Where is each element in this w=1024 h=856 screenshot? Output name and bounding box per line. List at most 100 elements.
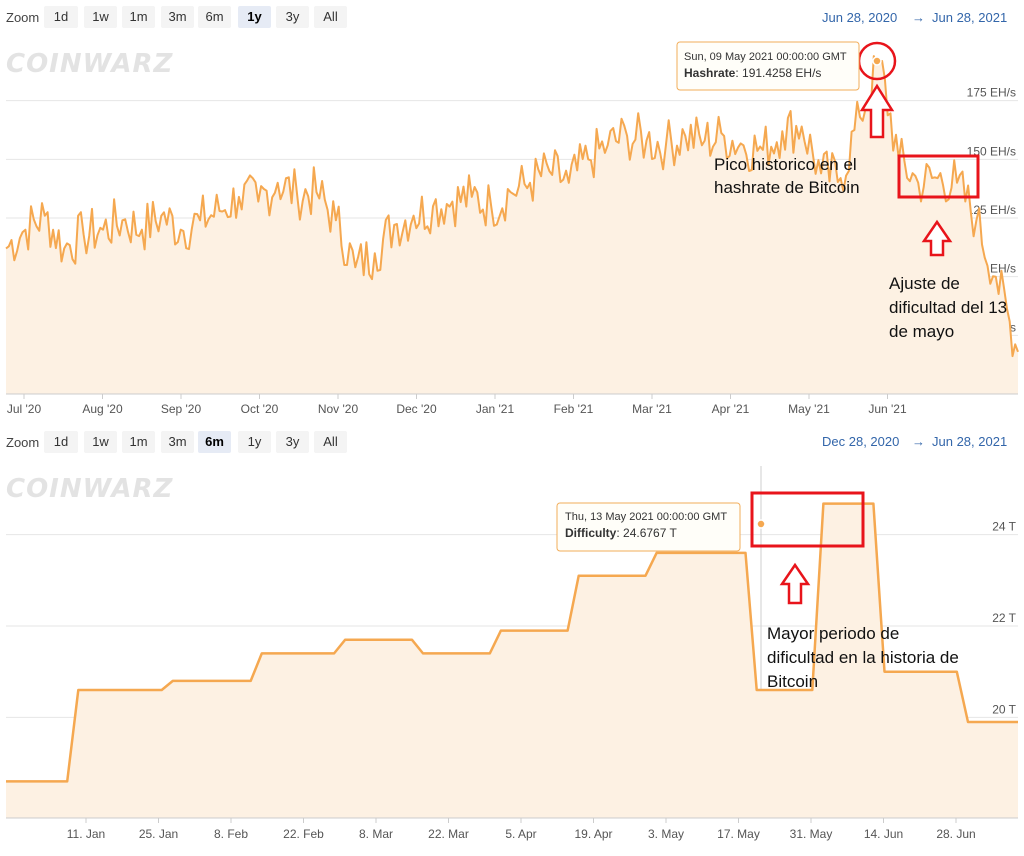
zoom-button-1w[interactable]: 1w [84,431,117,453]
hashrate-chart-panel: Zoom 1d 1w 1m 3m 6m 1y 3y All Jun 28, 2020 → Ju… [5,6,1019,416]
zoom-button-1d[interactable]: 1d [44,431,78,453]
zoom-button-bg[interactable] [44,431,78,453]
up-arrow-peak [859,83,895,139]
annotation-peak-line-2: hashrate de Bitcoin [714,178,860,197]
zoom-button-bg[interactable] [314,431,347,453]
zoom-button-label[interactable]: 1w [92,9,109,24]
zoom-button-6m[interactable]: 6m [198,431,231,453]
x-tick-label: Nov '20 [318,402,359,416]
x-tick-label: Oct '20 [241,402,279,416]
x-tick-label: 8. Feb [214,827,248,841]
hashrate-x-axis: Jul '20 Aug '20 Sep '20 Oct '20 Nov '20 Dec '… [7,394,907,416]
x-tick-label: Dec '20 [396,402,437,416]
zoom-button-bg[interactable] [238,431,271,453]
annotation-difficulty: Mayor periodo de dificultad en la histor… [767,624,959,691]
zoom-button-label[interactable]: 1w [92,434,109,449]
zoom-button-bg[interactable] [161,431,194,453]
hashrate-tooltip: Sun, 09 May 2021 00:00:00 GMT Hashrate: … [676,41,860,91]
y-tick-label: 20 T [992,702,1016,716]
x-tick-label: Jan '21 [476,402,515,416]
zoom-button-All[interactable]: All [314,431,347,453]
range-start[interactable]: Dec 28, 2020 [822,434,899,449]
range-start[interactable]: Jun 28, 2020 [822,10,897,25]
range-end[interactable]: Jun 28, 2021 [932,10,1007,25]
range-arrow: → [912,10,925,25]
zoom-button-1y[interactable]: 1y [238,431,271,453]
zoom-button-1d[interactable]: 1d [44,6,78,28]
zoom-button-3m[interactable]: 3m [161,6,194,28]
x-tick-label: Jun '21 [868,402,907,416]
zoom-button-label[interactable]: 1m [129,434,147,449]
zoom-button-label[interactable]: 6m [205,9,223,24]
tooltip-box [556,502,741,552]
zoom-button-label[interactable]: 3y [286,434,300,449]
zoom-button-bg[interactable] [276,6,309,28]
date-range-1[interactable]: Jun 28, 2020 → Jun 28, 2021 [822,10,1007,25]
annotation-diff-line-2: dificultad en la historia de [767,648,959,667]
zoom-button-bg[interactable] [122,6,155,28]
zoom-button-bg[interactable] [84,431,117,453]
range-end[interactable]: Jun 28, 2021 [932,434,1007,449]
zoom-button-bg[interactable] [198,431,231,453]
annotation-adjust-line-3: de mayo [889,322,954,341]
up-arrow-adjustment [921,219,953,257]
zoom-button-1m[interactable]: 1m [122,6,155,28]
tooltip-date: Thu, 13 May 2021 00:00:00 GMT [565,511,727,523]
x-tick-label: 17. May [717,827,760,841]
annotation-peak: Pico historico en el hashrate de Bitcoin [714,155,860,197]
x-tick-label: 31. May [790,827,833,841]
zoom-button-label[interactable]: All [323,434,338,449]
y-tick-label: 175 EH/s [967,86,1016,100]
zoom-button-label[interactable]: 3y [286,9,300,24]
annotation-peak-line-1: Pico historico en el [714,155,857,174]
x-tick-label: Aug '20 [82,402,123,416]
zoom-button-All[interactable]: All [314,6,347,28]
zoom-button-bg[interactable] [238,6,271,28]
difficulty-area [6,503,1018,818]
x-tick-label: Mar '21 [632,402,672,416]
x-tick-label: Apr '21 [712,402,750,416]
zoom-button-label[interactable]: 3m [168,9,186,24]
tooltip-value-line: Difficulty: 24.6767 T [565,526,678,540]
zoom-button-label[interactable]: 1y [248,434,262,449]
zoom-button-label[interactable]: 1m [129,9,147,24]
zoom-button-label[interactable]: 1d [54,434,68,449]
x-tick-label: Feb '21 [554,402,594,416]
zoom-button-bg[interactable] [276,431,309,453]
hashrate-series [5,55,1019,394]
zoom-button-1m[interactable]: 1m [122,431,155,453]
hashrate-line [5,55,1019,358]
zoom-button-bg[interactable] [161,6,194,28]
x-tick-label: May '21 [788,402,830,416]
zoom-label: Zoom [6,435,39,450]
zoom-button-1w[interactable]: 1w [84,6,117,28]
zoom-bar-1: Zoom 1d 1w 1m 3m 6m 1y 3y All Jun 28, 2020 → Ju… [6,6,1007,28]
zoom-button-label[interactable]: 1y [247,9,262,24]
zoom-button-bg[interactable] [314,6,347,28]
zoom-button-label[interactable]: All [323,9,338,24]
zoom-button-bg[interactable] [122,431,155,453]
y-tick-label: 22 T [992,611,1016,625]
zoom-button-1y[interactable]: 1y [238,6,271,28]
annotation-adjust-line-1: Ajuste de [889,274,960,293]
tooltip-value: 24.6767 T [623,526,677,540]
difficulty-tooltip: Thu, 13 May 2021 00:00:00 GMT Difficulty… [556,502,741,552]
zoom-button-bg[interactable] [44,6,78,28]
annotation-adjust-line-2: dificultad del 13 [889,298,1007,317]
zoom-button-bg[interactable] [84,6,117,28]
zoom-button-6m[interactable]: 6m [198,6,231,28]
tooltip-series: Difficulty [565,526,617,540]
date-range-2[interactable]: Dec 28, 2020 → Jun 28, 2021 [822,434,1007,449]
up-arrow-difficulty [779,562,811,605]
zoom-button-label[interactable]: 1d [54,9,68,24]
zoom-button-3m[interactable]: 3m [161,431,194,453]
annotation-adjustment: Ajuste de dificultad del 13 de mayo [889,274,1007,341]
zoom-button-label[interactable]: 3m [168,434,186,449]
zoom-button-3y[interactable]: 3y [276,431,309,453]
zoom-button-bg[interactable] [198,6,231,28]
x-tick-label: Sep '20 [161,402,202,416]
zoom-button-3y[interactable]: 3y [276,6,309,28]
zoom-button-label[interactable]: 6m [205,434,224,449]
range-arrow: → [912,434,925,449]
